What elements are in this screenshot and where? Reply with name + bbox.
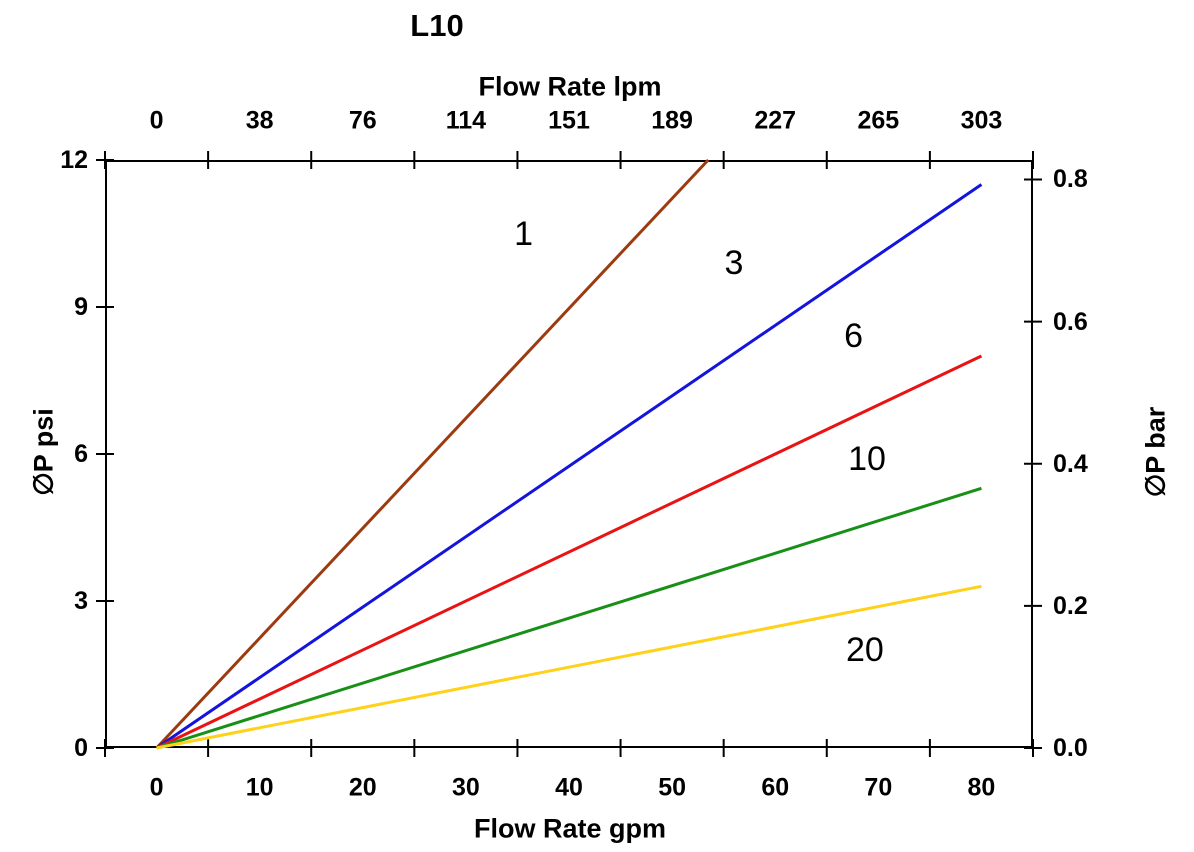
y-tick-label-psi: 3 [74,587,88,615]
bottom-axis-label: Flow Rate gpm [473,813,667,844]
y-tick-label-psi: 6 [74,440,88,468]
x-tick-label-gpm: 40 [555,773,583,802]
y-tick-label-bar: 0.4 [1053,449,1088,478]
x-tick-label-lpm: 265 [857,106,900,135]
series-line-6 [155,354,983,750]
curve-label-20: 20 [846,631,884,669]
y-tick-label-psi: 12 [60,146,88,174]
series-line-3 [155,183,983,750]
top-axis-label: Flow Rate lpm [478,71,662,102]
series-line-1 [155,158,710,750]
curve-label-6: 6 [844,317,864,356]
x-tick-label-lpm: 76 [348,106,377,135]
x-tick-label-gpm: 0 [149,773,164,802]
right-axis-label: ∅P bar [1140,406,1171,498]
y-tick-label-psi: 9 [74,293,88,321]
y-tick-label-bar: 0.6 [1053,307,1088,336]
x-tick-label-lpm: 114 [445,106,487,135]
x-tick-label-gpm: 50 [658,773,687,802]
series-line-20 [156,584,982,750]
y-tick-label-bar: 0.8 [1053,165,1088,194]
x-tick-label-lpm: 227 [754,106,797,135]
curve-label-3: 3 [724,243,744,282]
x-tick-label-lpm: 151 [548,106,590,135]
chart-title: L10 [410,8,464,43]
series-line-10 [156,486,982,750]
y-tick-label-bar: 0.2 [1053,591,1088,620]
curve-label-10: 10 [848,439,886,478]
plot-area [96,151,1042,757]
x-tick-label-lpm: 0 [149,106,164,135]
x-tick-label-gpm: 70 [864,773,893,802]
x-tick-label-gpm: 60 [761,773,790,802]
x-tick-label-gpm: 20 [348,773,377,802]
x-tick-label-gpm: 10 [245,773,274,802]
axis-frame [105,160,1033,748]
x-tick-label-gpm: 30 [451,773,480,802]
x-tick-label-lpm: 189 [651,106,693,135]
y-tick-label-psi: 0 [74,734,88,762]
x-tick-label-gpm: 80 [967,773,996,802]
x-tick-label-lpm: 38 [245,106,274,135]
x-tick-label-lpm: 303 [960,106,1003,135]
curve-label-1: 1 [514,214,534,253]
y-tick-label-bar: 0.0 [1053,734,1088,762]
